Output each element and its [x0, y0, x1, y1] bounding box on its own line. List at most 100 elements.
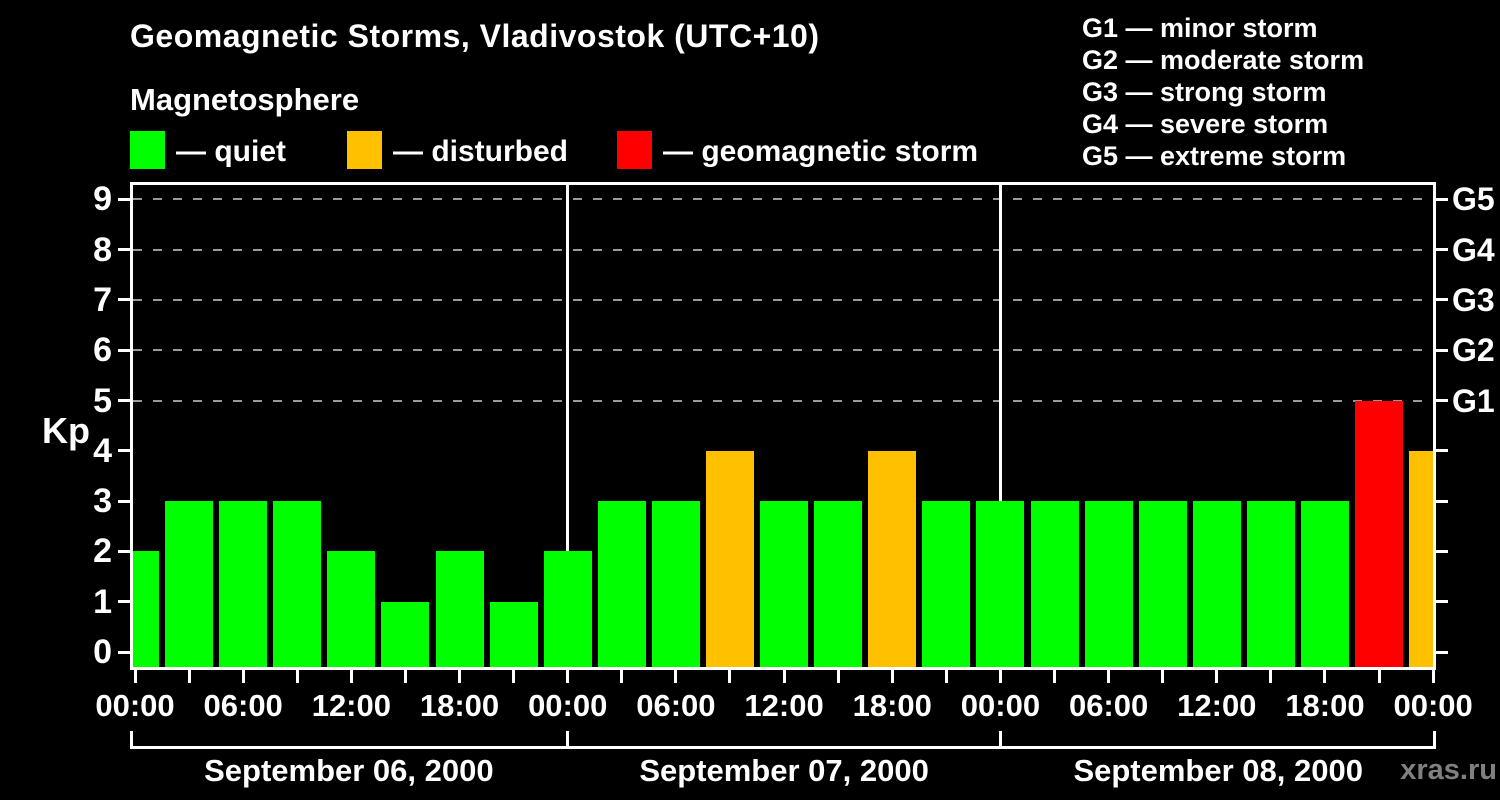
- y-tick-label: 7: [93, 280, 112, 319]
- y-axis-tick-left: [118, 600, 130, 604]
- kp-bar: [760, 501, 809, 667]
- date-axis-tick: [1433, 731, 1436, 746]
- legend-label: — geomagnetic storm: [663, 135, 979, 168]
- x-axis-tick: [782, 670, 786, 683]
- g-scale-legend-line: G3 — strong storm: [1082, 77, 1327, 107]
- x-tick-label: 12:00: [311, 688, 391, 723]
- x-axis-tick: [890, 670, 894, 683]
- y-axis-tick-right: [1436, 298, 1448, 302]
- kp-bar: [1192, 501, 1241, 667]
- y-tick-label: 3: [93, 482, 112, 521]
- x-axis-tick: [512, 670, 516, 683]
- y-axis-tick-right: [1436, 348, 1448, 352]
- kp-bar: [381, 601, 430, 667]
- y-axis-tick-right: [1436, 399, 1448, 402]
- kp-bar: [705, 450, 754, 667]
- kp-bar: [922, 501, 971, 667]
- date-axis-tick: [566, 731, 570, 746]
- date-label: September 07, 2000: [639, 753, 929, 788]
- kp-bar: [1355, 400, 1404, 667]
- day-boundary-line: [998, 185, 1002, 667]
- x-axis-tick: [349, 670, 353, 683]
- kp-bar: [597, 501, 646, 667]
- x-tick-label: 12:00: [1177, 688, 1257, 723]
- x-tick-label: 06:00: [1068, 688, 1149, 723]
- g-scale-legend: G1 — minor storm G2 — moderate storm G3 — …: [1082, 12, 1364, 172]
- y-tick-label: 4: [93, 431, 112, 470]
- date-label: September 08, 2000: [1073, 753, 1363, 788]
- x-axis-tick: [728, 670, 732, 683]
- legend-swatch-storm: [617, 131, 652, 169]
- y-axis-tick-right: [1436, 248, 1448, 252]
- x-axis-tick: [1323, 670, 1327, 683]
- x-axis-tick: [620, 670, 624, 683]
- kp-bar: [651, 501, 700, 667]
- kp-bar: [1246, 501, 1295, 667]
- x-tick-label: 18:00: [1285, 688, 1365, 723]
- date-axis-tick: [998, 731, 1002, 746]
- legend-label: — quiet: [176, 135, 286, 168]
- y-axis-tick-right: [1436, 650, 1448, 654]
- kp-bar: [976, 501, 1025, 667]
- y-tick-label: 0: [93, 633, 112, 671]
- x-axis-tick: [998, 670, 1002, 683]
- y-axis-tick-right: [1436, 449, 1448, 453]
- x-tick-label: 00:00: [1393, 688, 1473, 723]
- x-tick-label: 00:00: [960, 688, 1041, 723]
- y-axis-title: Kp: [42, 410, 90, 451]
- y-axis-tick-left: [118, 197, 130, 201]
- x-axis-tick: [1431, 670, 1435, 683]
- legend-swatch-disturbed: [347, 131, 382, 169]
- grid-line-kp6: [133, 349, 1433, 352]
- kp-bar: [1138, 501, 1187, 667]
- y-tick-label: 1: [93, 582, 112, 621]
- kp-bar: [327, 551, 376, 667]
- date-axis-tick: [130, 731, 133, 746]
- x-tick-label: 06:00: [636, 688, 716, 723]
- y-tick-label: 9: [93, 180, 112, 219]
- grid-line-kp7: [133, 298, 1433, 301]
- x-axis-tick: [133, 670, 137, 683]
- x-axis-tick: [295, 670, 299, 683]
- x-tick-label: 06:00: [203, 688, 283, 723]
- chart-subtitle: Magnetosphere: [130, 82, 360, 117]
- x-axis-tick: [836, 670, 840, 683]
- legend-item-storm: — geomagnetic storm: [617, 131, 978, 171]
- g-axis-label: G3: [1452, 281, 1495, 318]
- kp-bar: [868, 450, 917, 667]
- x-axis-tick: [1215, 670, 1219, 683]
- y-axis-tick-left: [118, 449, 130, 453]
- grid-line-kp8: [133, 248, 1433, 251]
- chart-title: Geomagnetic Storms, Vladivostok (UTC+10): [130, 18, 820, 54]
- x-axis-tick: [241, 670, 245, 683]
- x-axis-tick: [1377, 670, 1381, 683]
- x-axis-tick: [187, 670, 191, 683]
- x-tick-label: 18:00: [419, 688, 500, 723]
- day-boundary-line: [566, 185, 570, 667]
- plot-inner: [133, 185, 1433, 667]
- legend-item-quiet: — quiet: [130, 131, 460, 171]
- legend-swatch-quiet: [130, 131, 165, 169]
- watermark: xras.ru: [1400, 754, 1497, 786]
- g-scale-legend-line: G1 — minor storm: [1082, 13, 1318, 43]
- kp-bar: [543, 551, 592, 667]
- x-axis-tick: [944, 670, 948, 683]
- y-axis-tick-left: [118, 248, 130, 252]
- grid-line-kp9: [133, 198, 1433, 201]
- y-axis-tick-left: [118, 348, 130, 352]
- kp-bar: [1030, 501, 1079, 667]
- g-axis-label: G2: [1452, 332, 1495, 369]
- kp-bar: [814, 501, 863, 667]
- kp-bar: [273, 501, 322, 667]
- kp-bar: [1084, 501, 1133, 667]
- x-tick-label: 12:00: [744, 688, 824, 723]
- y-axis-tick-left: [118, 399, 130, 402]
- kp-bar: [489, 601, 538, 667]
- y-tick-label: 8: [93, 230, 112, 269]
- x-axis-tick: [403, 670, 407, 683]
- x-tick-label: 18:00: [852, 688, 932, 723]
- y-tick-label: 2: [93, 532, 112, 571]
- y-axis-tick-right: [1436, 499, 1448, 503]
- date-label: September 06, 2000: [204, 753, 494, 788]
